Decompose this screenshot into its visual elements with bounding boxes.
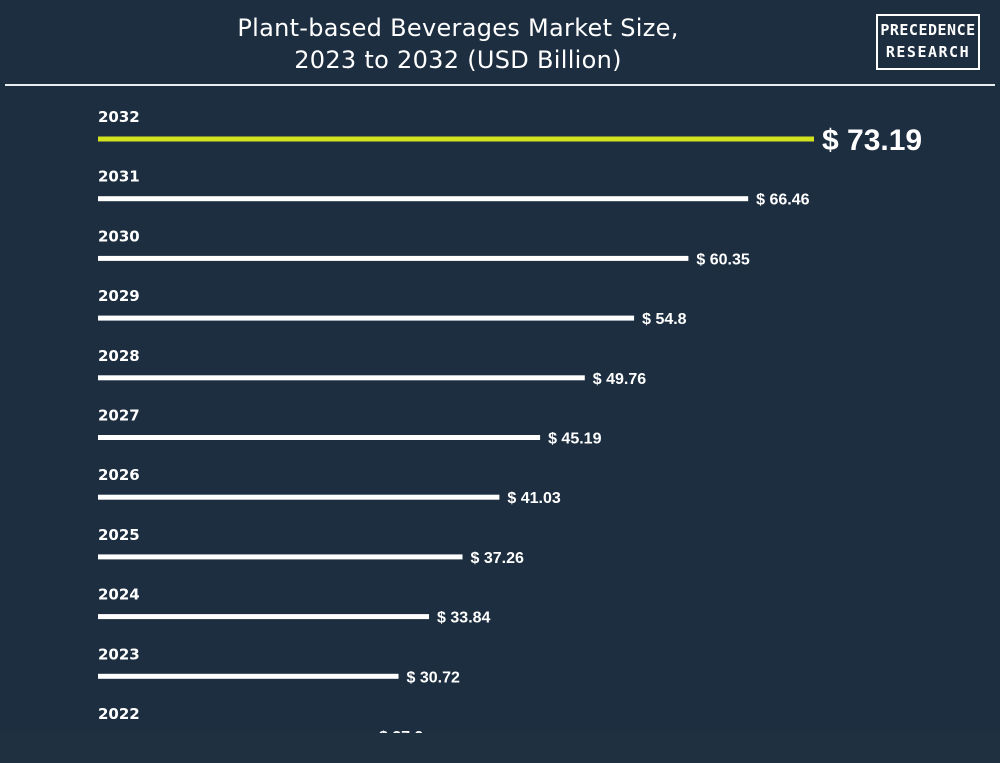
year-label: 2029 (98, 287, 140, 305)
bar (98, 494, 500, 500)
year-label: 2032 (98, 108, 140, 126)
header-divider (5, 84, 995, 86)
logo-line-2: RESEARCH (885, 43, 971, 61)
bar (98, 375, 585, 381)
year-label: 2024 (98, 586, 140, 604)
logo-line-1: PRECEDENCE (880, 21, 976, 39)
year-label: 2023 (98, 645, 140, 663)
bar (98, 614, 430, 620)
year-label: 2022 (98, 705, 140, 723)
chart-title: Plant-based Beverages Market Size, 2023 … (0, 12, 916, 76)
year-label: 2030 (98, 227, 140, 245)
bar-highlight (98, 136, 814, 142)
footer-band (0, 733, 1000, 763)
chart-title-line-2: 2023 to 2032 (USD Billion) (294, 46, 622, 74)
value-label: $ 30.72 (407, 669, 460, 686)
bar (98, 255, 689, 261)
bar (98, 435, 541, 440)
value-label: $ 45.19 (548, 431, 601, 448)
value-label: $ 66.46 (756, 192, 809, 209)
year-label: 2027 (98, 407, 140, 425)
value-label: $ 54.8 (642, 311, 687, 328)
value-label: $ 73.19 (822, 124, 922, 157)
year-label: 2031 (98, 168, 140, 186)
year-label: 2025 (98, 526, 140, 544)
value-label: $ 33.84 (437, 610, 490, 627)
value-label: $ 60.35 (696, 251, 749, 268)
precedence-research-logo: PRECEDENCE RESEARCH (876, 14, 980, 70)
chart-title-line-1: Plant-based Beverages Market Size, (237, 14, 679, 42)
bar (98, 673, 399, 679)
value-label: $ 49.76 (593, 371, 646, 388)
bar (98, 315, 635, 321)
year-label: 2026 (98, 466, 140, 484)
year-label: 2028 (98, 347, 140, 365)
value-label: $ 41.03 (507, 490, 560, 507)
value-label: $ 37.26 (471, 550, 524, 567)
bar (98, 196, 749, 202)
bar (98, 554, 463, 560)
